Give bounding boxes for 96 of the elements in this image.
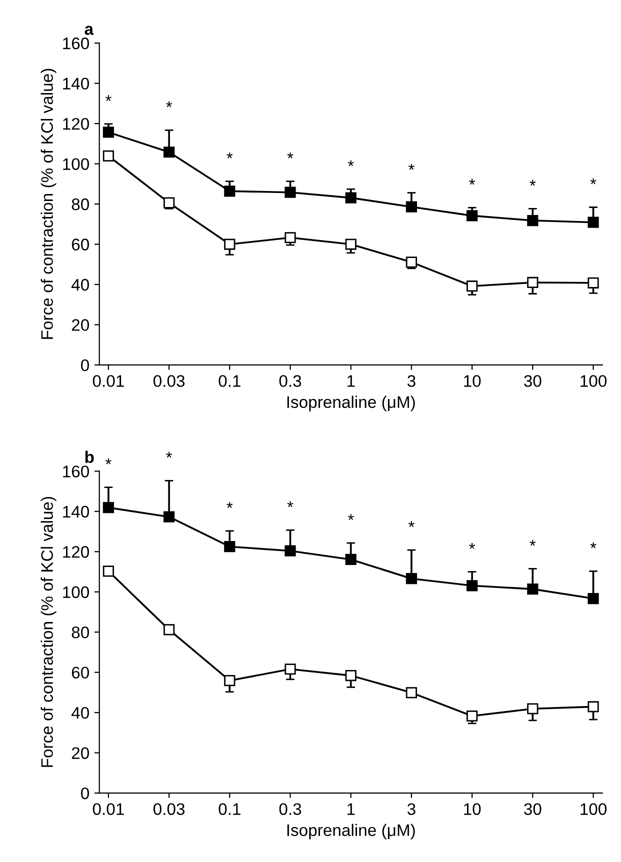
- y-tick-label: 40: [71, 278, 89, 291]
- point: [588, 592, 599, 604]
- point: [466, 710, 478, 722]
- point: [406, 687, 418, 698]
- point: [284, 545, 296, 556]
- y-tick-label: 0: [81, 787, 89, 800]
- x-tick-label: 0.1: [218, 803, 240, 816]
- point: [527, 214, 538, 226]
- x-tick-label: 0.3: [279, 375, 302, 387]
- y-tick-label: 160: [63, 38, 89, 50]
- annotation: *: [226, 152, 233, 158]
- x-tick-label: 10: [464, 803, 481, 816]
- annotation: *: [166, 101, 172, 108]
- x-tick-label: 0.3: [279, 803, 302, 816]
- annotation: *: [469, 542, 476, 549]
- x-tick-label: 1: [348, 803, 355, 815]
- y-tick-label: 140: [63, 78, 89, 90]
- point: [466, 580, 478, 592]
- point: [224, 186, 236, 197]
- y-tick-label: 100: [63, 586, 89, 598]
- annotation: *: [590, 542, 596, 548]
- point: [527, 584, 538, 595]
- annotation: *: [226, 502, 233, 508]
- annotation: *: [348, 160, 354, 166]
- x-tick-label: 0.01: [92, 803, 124, 816]
- point: [164, 624, 175, 636]
- y-axis-title: Force of contraction (% of KCl value): [40, 68, 56, 339]
- annotation: *: [408, 164, 414, 170]
- chart-title: b: [85, 450, 94, 464]
- point: [102, 126, 114, 138]
- text: *: [166, 452, 172, 458]
- point: [345, 238, 356, 250]
- point: [345, 554, 356, 566]
- annotation: *: [590, 178, 596, 184]
- chart-title: a: [84, 26, 94, 35]
- x-tick-label: 0.03: [153, 375, 185, 387]
- annotation: *: [287, 152, 294, 158]
- point: [164, 511, 175, 522]
- annotation: *: [530, 540, 536, 546]
- x-tick-label: 3: [407, 803, 416, 816]
- point: [406, 256, 418, 268]
- x-tick-label: 1: [348, 375, 355, 387]
- y-tick-label: 60: [72, 238, 89, 250]
- y-tick-label: 40: [71, 706, 89, 719]
- x-axis-title: Isoprenaline (μM): [287, 824, 415, 840]
- point: [224, 238, 236, 250]
- point: [102, 502, 114, 514]
- x-tick-label: 0.1: [218, 375, 240, 387]
- point: [164, 146, 175, 158]
- point: [224, 541, 236, 552]
- annotation: *: [408, 521, 414, 528]
- point: [164, 197, 175, 208]
- y-tick-label: 20: [72, 319, 89, 331]
- point: [406, 573, 418, 584]
- x-tick-label: 3: [407, 375, 416, 387]
- y-tick-label: 140: [63, 506, 89, 518]
- y-tick-label: 80: [72, 626, 89, 638]
- y-tick-label: 20: [72, 747, 89, 760]
- y-tick-label: 160: [63, 466, 89, 478]
- x-tick-label: 100: [580, 803, 607, 816]
- y-tick-label: 100: [63, 158, 89, 170]
- y-tick-label: 60: [72, 666, 89, 679]
- point: [527, 276, 538, 288]
- y-tick-label: 120: [63, 118, 89, 130]
- point: [284, 232, 296, 244]
- annotation: *: [348, 514, 354, 520]
- y-tick-label: 80: [72, 198, 89, 210]
- annotation: *: [530, 180, 536, 186]
- point: [284, 186, 296, 198]
- y-tick-label: 120: [63, 546, 89, 558]
- annotation: *: [105, 95, 112, 102]
- annotation: *: [469, 178, 476, 185]
- x-tick-label: 30: [524, 375, 542, 387]
- point: [466, 210, 478, 222]
- x-tick-label: 100: [580, 375, 607, 387]
- point: [345, 670, 356, 682]
- y-axis-title: Force of contraction (% of KCl value): [40, 496, 56, 767]
- x-tick-label: 0.01: [92, 375, 124, 387]
- y-tick-label: 0: [81, 359, 89, 372]
- point: [527, 703, 538, 714]
- point: [284, 664, 296, 675]
- point: [588, 216, 599, 228]
- x-tick-label: 10: [464, 375, 481, 387]
- annotation: *: [287, 501, 294, 508]
- x-axis-title: Isoprenaline (μM): [287, 396, 415, 412]
- point: [588, 701, 599, 712]
- point: [588, 277, 599, 288]
- point: [345, 192, 356, 204]
- text: *: [105, 458, 112, 464]
- point: [224, 675, 236, 686]
- point: [102, 150, 114, 162]
- x-tick-label: 0.03: [153, 803, 185, 816]
- point: [406, 201, 418, 212]
- point: [466, 280, 478, 292]
- x-tick-label: 30: [524, 803, 542, 816]
- point: [102, 566, 114, 577]
